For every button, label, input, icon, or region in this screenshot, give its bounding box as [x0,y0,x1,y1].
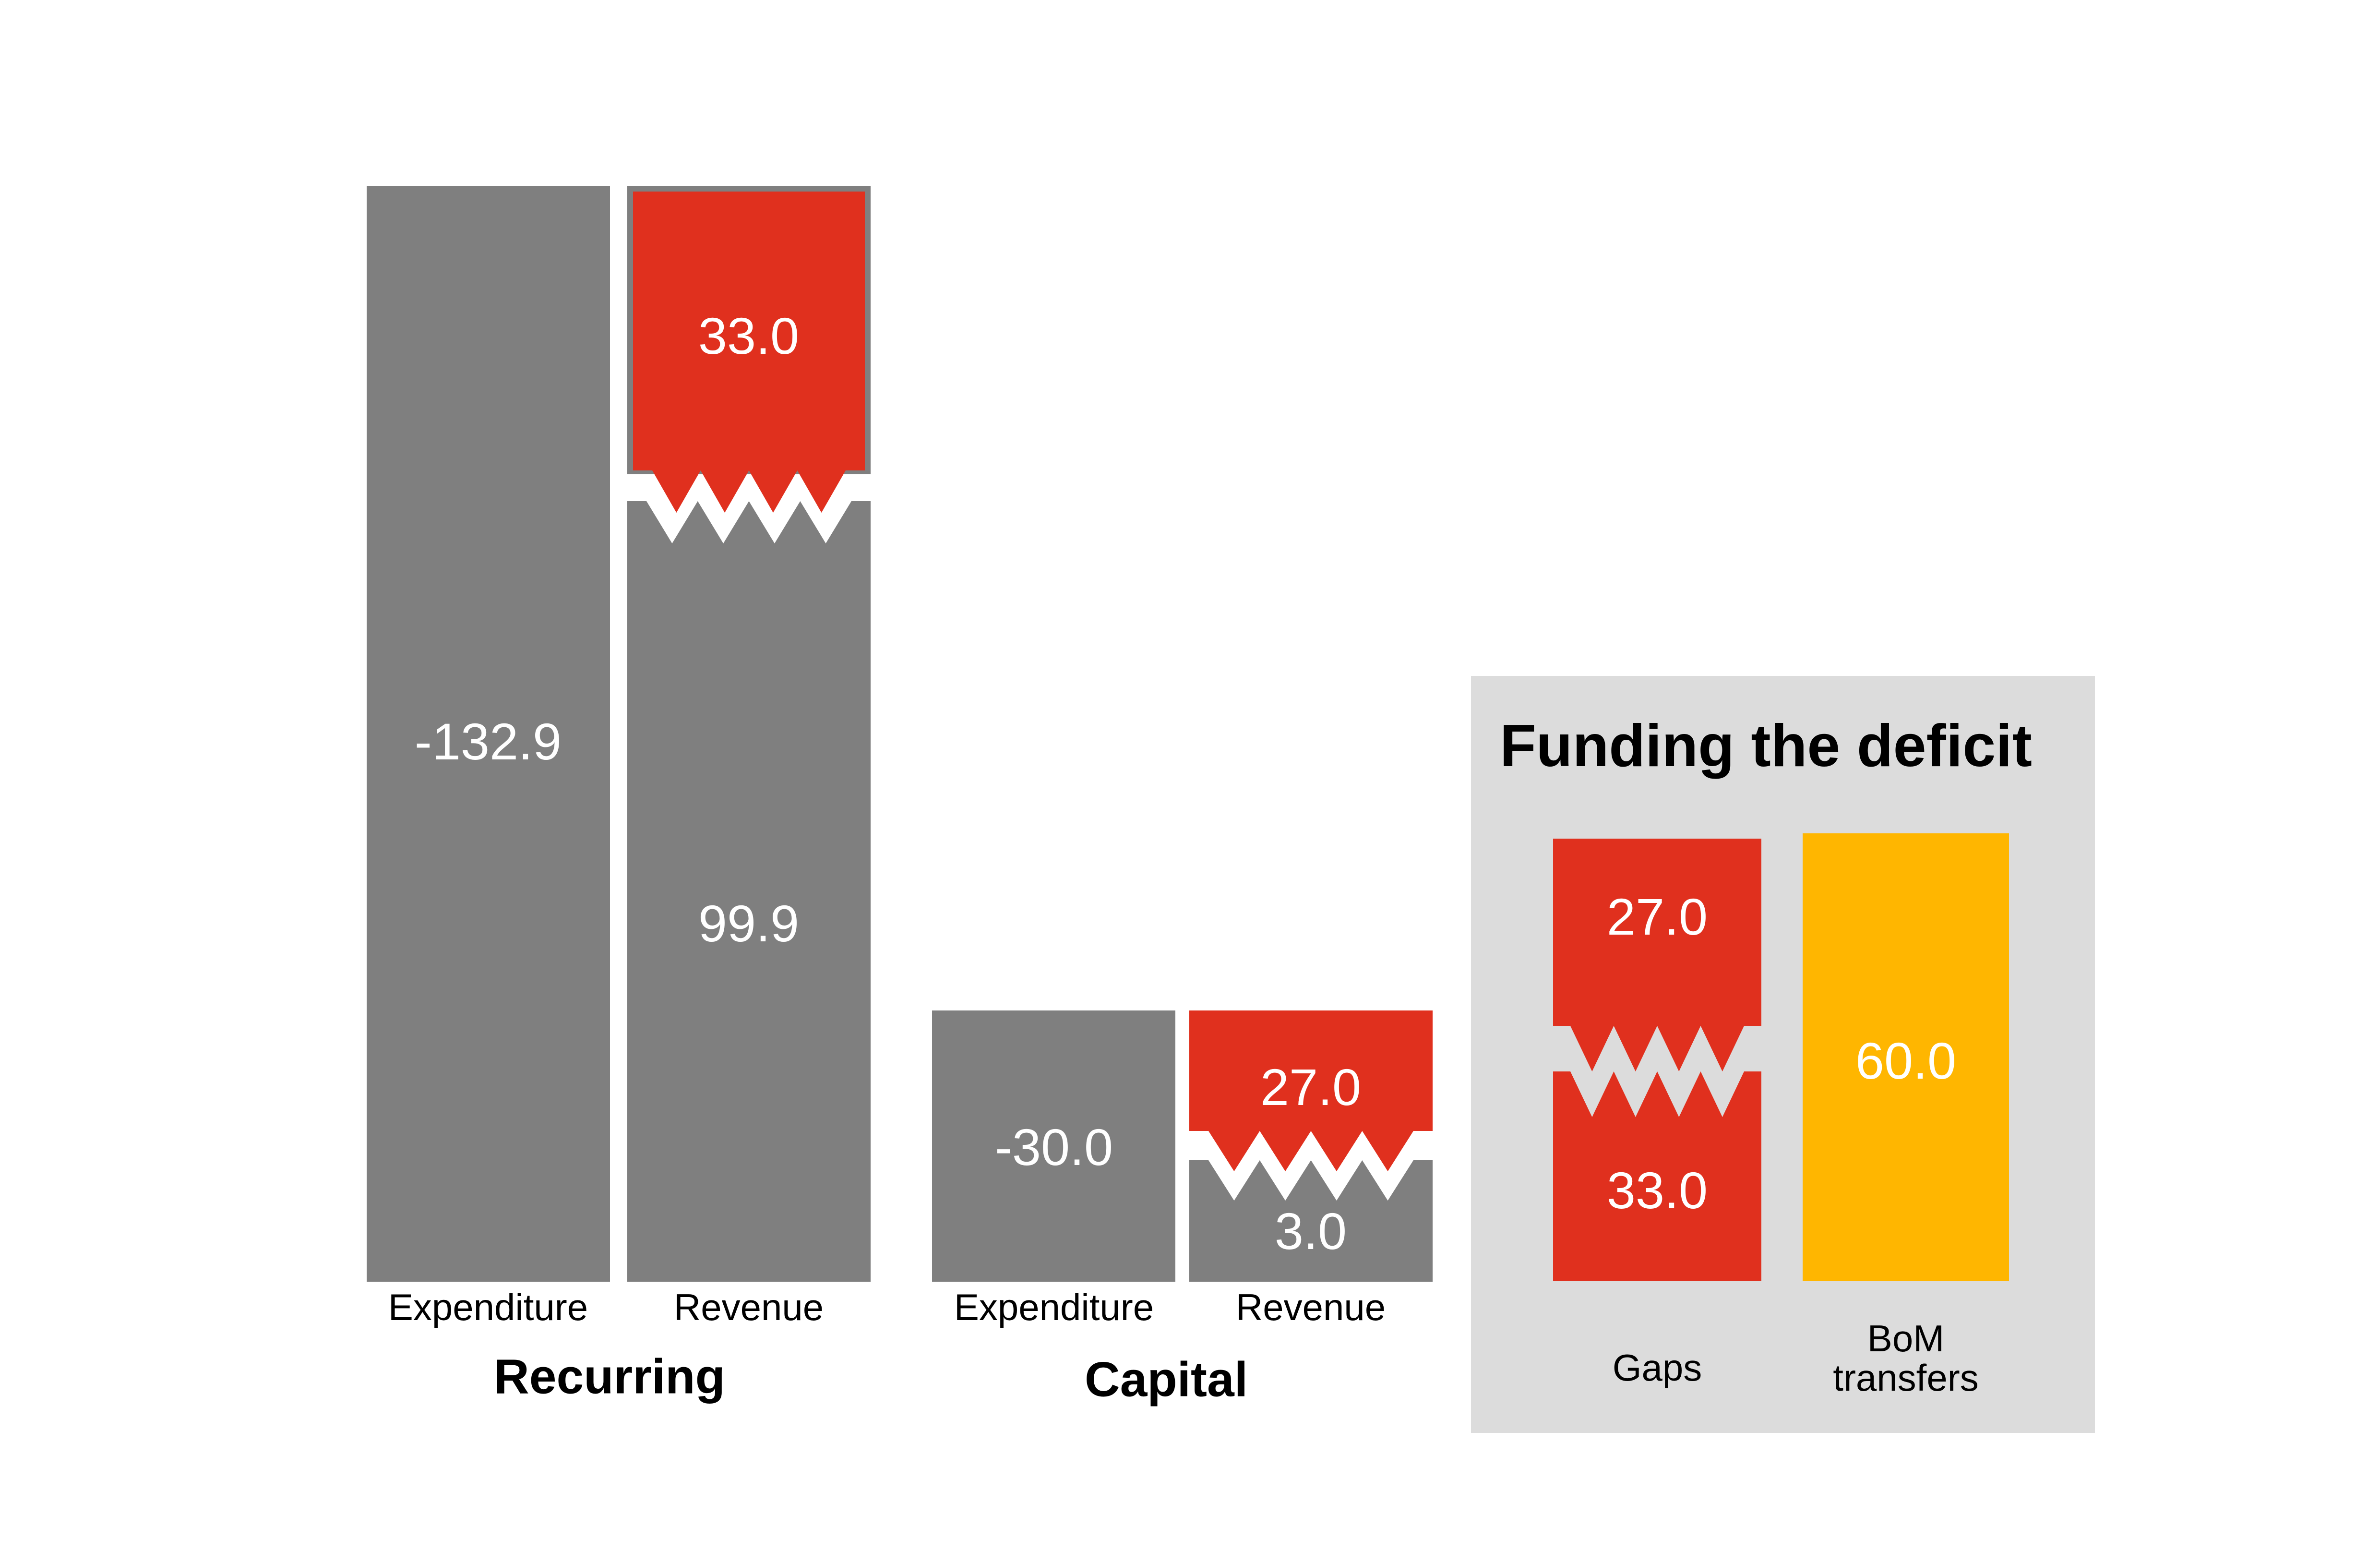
group-title-recurring: Recurring [494,1349,725,1404]
axis-label-funding-bom-transfers: BoM transfers [1738,1319,2074,1398]
value-funding-gap-recurring: 33.0 [1606,1161,1708,1219]
svg-gaps-bottom-segment [1553,1071,1761,1281]
bar-recurring-revenue-broken [627,186,871,1282]
svg-rec-rev-bottom-segment [627,501,871,1282]
value-capital-expenditure: -30.0 [994,1118,1113,1176]
bar-capital-revenue-broken [1189,1010,1433,1282]
axis-label-recurring-expenditure: Expenditure [388,1286,588,1329]
bar-capital-expenditure [932,1010,1175,1282]
bar-funding-bom-transfers [1803,833,2009,1281]
value-capital-revenue: 3.0 [1274,1202,1347,1260]
bar-funding-gaps-broken [1553,839,1761,1281]
axis-label-bom-line1: BoM [1867,1317,1945,1360]
svg-cap-rev-top-segment [1189,1010,1433,1171]
axis-label-capital-revenue: Revenue [1235,1286,1386,1329]
funding-deficit-title: Funding the deficit [1500,713,2032,779]
value-funding-bom-transfers: 60.0 [1855,1032,1957,1090]
svg-cap-rev-bottom-segment [1189,1160,1433,1282]
value-capital-gap: 27.0 [1260,1058,1362,1116]
axis-label-funding-gaps: Gaps [1612,1347,1702,1389]
axis-label-bom-line2: transfers [1833,1357,1979,1399]
bar-recurring-expenditure [367,186,610,1282]
axis-label-recurring-revenue: Revenue [673,1286,824,1329]
svg-rec-rev-top-segment [633,192,865,513]
value-recurring-revenue: 99.9 [698,894,800,952]
svg-gaps-top-segment [1553,839,1761,1071]
group-title-capital: Capital [1084,1352,1248,1407]
value-funding-gap-capital: 27.0 [1606,888,1708,946]
axis-label-capital-expenditure: Expenditure [954,1286,1154,1329]
value-recurring-expenditure: -132.9 [414,712,562,770]
value-recurring-gap: 33.0 [698,307,800,365]
